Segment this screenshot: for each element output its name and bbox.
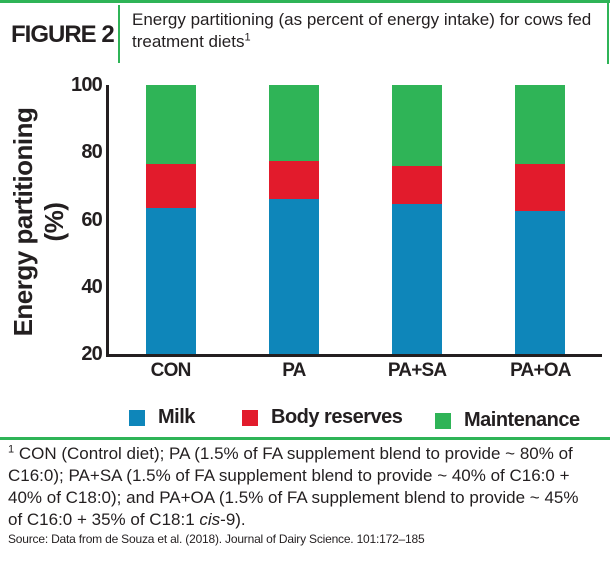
source-line: Source: Data from de Souza et al. (2018)… [8,532,425,546]
y-axis-line [106,85,109,357]
y-tick-label: 100 [71,74,103,96]
legend-label: Body reserves [271,406,403,428]
legend-item-body-reserves: Body reserves [242,406,403,429]
figure-title-superscript: 1 [244,31,251,44]
legend-item-milk: Milk [129,406,195,429]
x-category-label: PA+SA [387,360,447,381]
y-tick-label: 80 [81,141,102,164]
bar-CON-body-reserves [145,164,196,208]
legend-swatch-icon [242,409,258,426]
bar-PA+OA-milk [515,211,566,354]
x-category-label: PA [282,360,306,381]
figure-label: FIGURE 2 [11,21,115,48]
figure-title-text: Energy partitioning (as percent of energ… [132,10,592,51]
footnote-text-2: -9). [220,510,246,529]
x-category-label: CON [150,360,192,381]
footnote-divider [0,437,610,440]
figure-title: Energy partitioning (as percent of energ… [132,9,600,53]
legend-swatch-icon [435,412,451,429]
legend-label: Maintenance [464,409,580,431]
y-axis-title: Energy partitioning (%) [8,107,69,337]
bar-PA-milk [268,199,319,354]
bar-PA+SA-body-reserves [392,165,443,205]
header-right-border [607,2,609,64]
legend-swatch-icon [129,409,145,426]
x-axis-line [106,354,602,357]
bar-CON-milk [145,207,196,354]
y-tick-label: 60 [81,208,102,231]
header-bottom-border [0,0,610,3]
bar-PA+SA-maintenance [392,85,443,166]
bar-PA+OA-maintenance [515,85,566,164]
x-category-label: PA+OA [510,360,571,381]
footnote: 1 CON (Control diet); PA (1.5% of FA sup… [8,443,596,531]
bar-PA-body-reserves [268,160,319,200]
bar-CON-maintenance [145,85,196,164]
legend-item-maintenance: Maintenance [435,409,580,432]
bar-PA+SA-milk [392,204,443,354]
footnote-text-1: CON (Control diet); PA (1.5% of FA suppl… [8,444,579,529]
y-tick-label: 20 [81,343,102,365]
footnote-marker: 1 [8,443,15,456]
legend-label: Milk [158,406,195,428]
bar-PA+OA-body-reserves [515,164,566,212]
header-divider [118,5,120,63]
bar-PA-maintenance [268,85,319,161]
y-tick-label: 40 [81,275,102,298]
footnote-cis-italic: cis [199,510,221,529]
